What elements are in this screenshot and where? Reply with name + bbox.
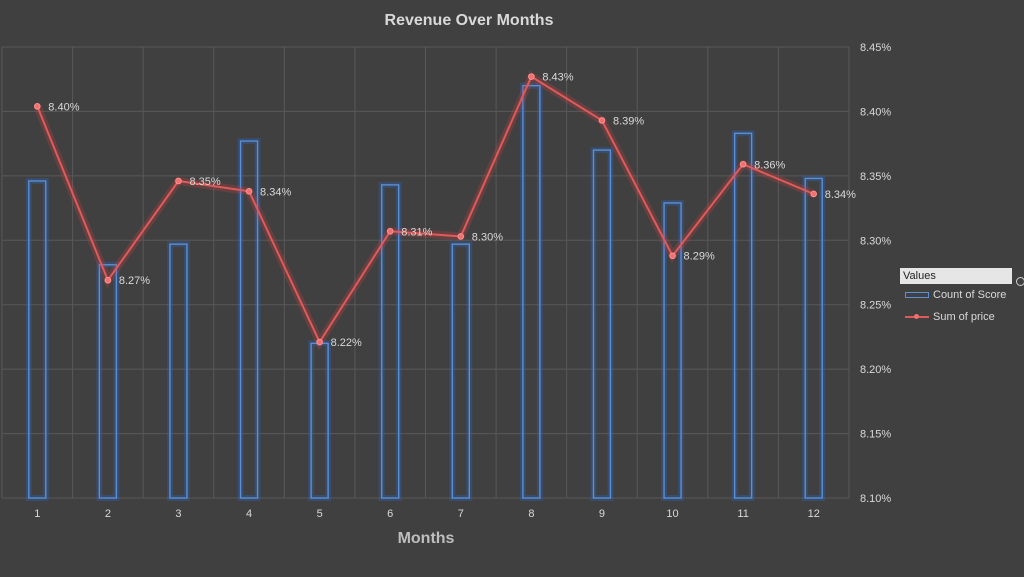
- x-tick-label: 11: [737, 508, 748, 520]
- bar: [28, 180, 47, 499]
- bar-glow: [166, 241, 190, 501]
- x-tick-label: 2: [105, 508, 111, 520]
- legend-label: Count of Score: [933, 289, 1007, 301]
- bar-glow: [519, 82, 543, 502]
- x-axis-title: Months: [398, 530, 455, 547]
- y-tick-label: 8.25%: [860, 300, 891, 312]
- bar-glow: [731, 130, 755, 501]
- series-line: [36, 75, 815, 345]
- data-label: 8.34%: [825, 189, 856, 201]
- bar-glow: [308, 340, 332, 501]
- legend[interactable]: Values Count of Score Sum of price: [900, 268, 1012, 328]
- y-tick-label: 8.10%: [860, 493, 891, 505]
- bar-glow: [590, 147, 614, 501]
- bar: [804, 177, 823, 499]
- data-label: 8.27%: [119, 275, 150, 287]
- x-tick-label: 12: [808, 508, 820, 520]
- x-axis: 1 2 3 4 5 6 7 8 9 10 11 12: [34, 508, 820, 520]
- data-label: 8.40%: [48, 101, 79, 113]
- y-tick-label: 8.15%: [860, 429, 891, 441]
- legend-item-sum-of-price[interactable]: Sum of price: [905, 306, 1012, 328]
- y-tick-label: 8.30%: [860, 235, 891, 247]
- bar: [239, 140, 259, 499]
- x-tick-label: 7: [458, 508, 464, 520]
- line-point: [245, 188, 253, 195]
- bar-glow: [802, 175, 826, 501]
- data-label: 8.36%: [754, 159, 785, 171]
- legend-label: Sum of price: [933, 311, 995, 323]
- chart-title: Revenue Over Months: [385, 12, 554, 29]
- line-point: [598, 117, 606, 124]
- line-point: [104, 276, 112, 284]
- data-label: 8.35%: [189, 176, 220, 188]
- legend-title: Values: [900, 268, 1012, 284]
- bar-swatch-icon: [905, 292, 929, 298]
- data-label: 8.31%: [401, 226, 432, 238]
- bar-glow: [25, 178, 49, 502]
- x-tick-label: 10: [666, 508, 678, 520]
- x-tick-label: 4: [246, 508, 252, 520]
- y-tick-label: 8.40%: [860, 106, 891, 118]
- bar-glow: [96, 261, 120, 502]
- line-point: [739, 160, 747, 168]
- bar: [522, 84, 541, 499]
- y-tick-label: 8.20%: [860, 364, 891, 376]
- line-series: [33, 70, 818, 351]
- data-label: 8.39%: [613, 115, 644, 127]
- line-point: [316, 338, 323, 346]
- line-point: [457, 233, 465, 240]
- line-point: [528, 73, 535, 80]
- bar-series: [25, 82, 826, 502]
- bar: [381, 184, 400, 499]
- bar-glow: [449, 241, 473, 501]
- data-label: 8.29%: [684, 251, 715, 263]
- legend-item-count-of-score[interactable]: Count of Score: [905, 284, 1012, 306]
- bar: [98, 264, 118, 499]
- resize-handle-icon[interactable]: [1016, 277, 1024, 286]
- data-label: 8.43%: [542, 72, 573, 84]
- bar: [169, 243, 188, 499]
- data-label: 8.34%: [260, 186, 291, 198]
- data-labels: 8.40% 8.27% 8.35% 8.34% 8.22% 8.31% 8.30% 8.43%…: [48, 72, 856, 349]
- line-point: [386, 227, 394, 235]
- y-tick-label: 8.45%: [860, 42, 891, 54]
- bar: [663, 202, 682, 499]
- x-tick-label: 3: [175, 508, 181, 520]
- line-point: [175, 177, 182, 185]
- x-tick-label: 8: [528, 508, 534, 520]
- x-tick-label: 6: [387, 508, 393, 520]
- line-point: [669, 252, 676, 260]
- line-swatch-icon: [905, 314, 929, 319]
- line-point: [810, 190, 818, 198]
- y-tick-label: 8.35%: [860, 171, 891, 183]
- data-label: 8.22%: [331, 337, 362, 349]
- secondary-y-axis: 8.10% 8.15% 8.20% 8.25% 8.30% 8.35% 8.40% 8.45%: [860, 42, 891, 505]
- bar: [592, 149, 612, 499]
- bar: [733, 132, 753, 499]
- x-tick-label: 9: [599, 508, 605, 520]
- grid: [1, 46, 850, 499]
- x-tick-label: 5: [317, 508, 323, 520]
- data-label: 8.30%: [472, 231, 503, 243]
- line-point: [33, 102, 41, 110]
- bar: [451, 243, 470, 499]
- x-tick-label: 1: [34, 508, 40, 520]
